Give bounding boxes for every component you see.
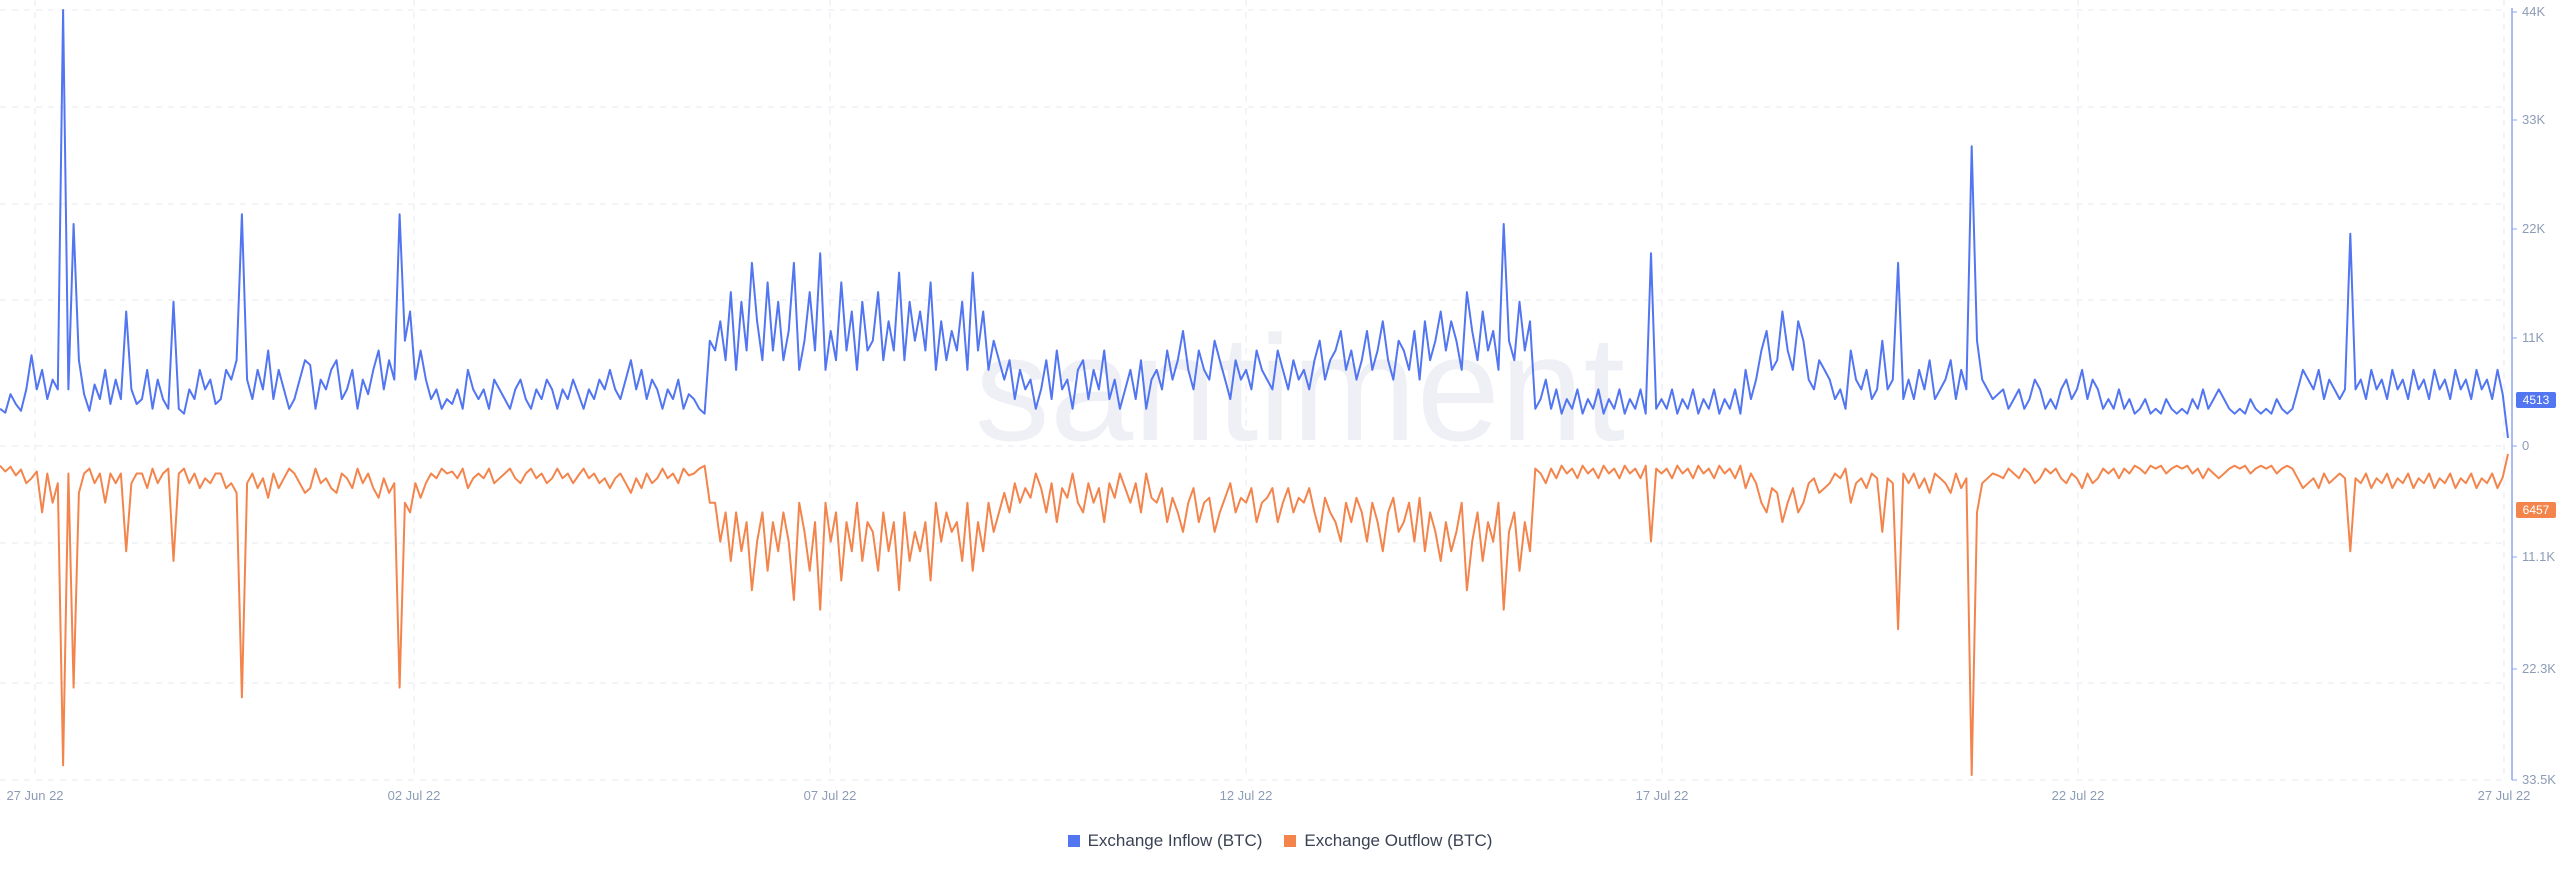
y-tick-label: 22.3K — [2522, 661, 2556, 676]
legend-swatch-outflow — [1284, 835, 1297, 847]
legend-label-outflow: Exchange Outflow (BTC) — [1304, 831, 1493, 850]
series-line-inflow[interactable] — [0, 9, 2509, 439]
y-tick-label: 22K — [2522, 221, 2545, 236]
y-tick-label: 44K — [2522, 4, 2545, 19]
y-tick-label: 33.5K — [2522, 772, 2556, 787]
x-tick-label: 27 Jul 22 — [2478, 788, 2531, 803]
y-tick-label: 11.1K — [2522, 549, 2555, 564]
legend-swatch-inflow — [1067, 835, 1080, 847]
legend-label-inflow: Exchange Inflow (BTC) — [1087, 831, 1263, 850]
inflow-value-badge: 4513 — [2523, 393, 2550, 407]
outflow-value-badge: 6457 — [2523, 503, 2550, 517]
series-line-outflow[interactable] — [0, 453, 2509, 777]
outflow-value-badge-bg — [2516, 502, 2556, 518]
value-badges: 4513 6457 — [2516, 392, 2556, 518]
x-tick-label: 12 Jul 22 — [1220, 788, 1273, 803]
y-tick-label: 11K — [2522, 330, 2544, 345]
x-tick-label: 02 Jul 22 — [388, 788, 441, 803]
y-tick-label: 0 — [2522, 438, 2529, 453]
chart-legend: Exchange Inflow (BTC) Exchange Outflow (… — [0, 826, 2560, 856]
x-tick-label: 27 Jun 22 — [6, 788, 63, 803]
x-tick-label: 17 Jul 22 — [1636, 788, 1689, 803]
x-tick-label: 07 Jul 22 — [804, 788, 857, 803]
series — [0, 9, 2509, 777]
inflow-value-badge-bg — [2516, 392, 2556, 408]
legend-item-inflow[interactable]: Exchange Inflow (BTC) — [1067, 831, 1263, 851]
grid-lines — [0, 0, 2508, 781]
axes: 27 Jun 22 02 Jul 22 07 Jul 22 12 Jul 22 17 J… — [6, 4, 2556, 803]
y-tick-label: 33K — [2522, 112, 2545, 127]
legend-item-outflow[interactable]: Exchange Outflow (BTC) — [1284, 831, 1492, 851]
x-tick-label: 22 Jul 22 — [2052, 788, 2105, 803]
